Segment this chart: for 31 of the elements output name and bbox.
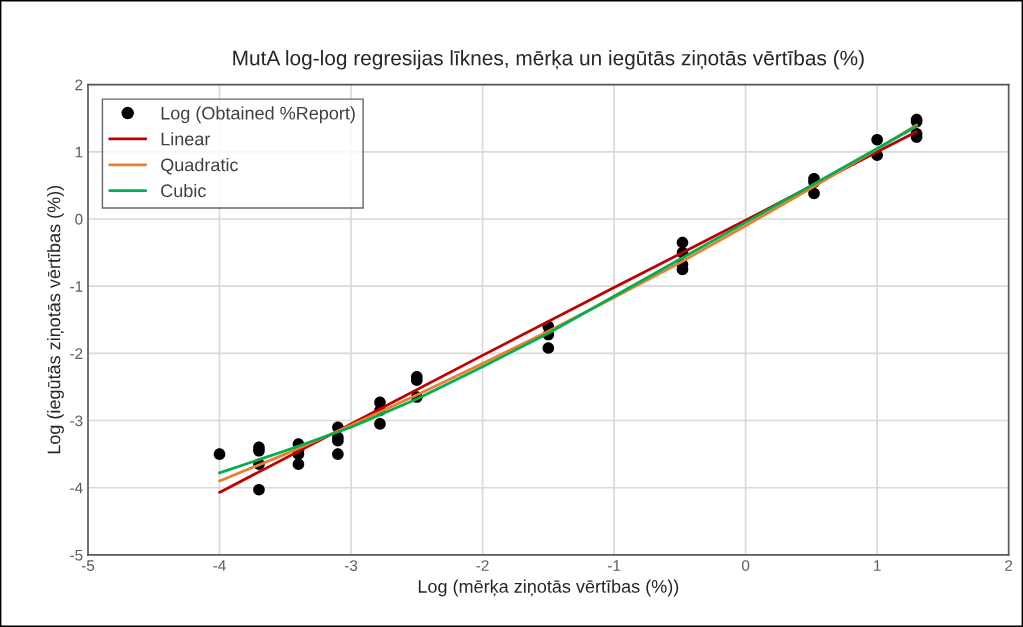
point — [542, 342, 555, 354]
x-tick-label: 0 — [741, 560, 750, 571]
y-tick-label: 0 — [75, 213, 83, 225]
x-tick-label: -2 — [476, 560, 489, 571]
y-tick-label: 2 — [75, 79, 83, 91]
legend-label: Log (Obtained %Report) — [161, 106, 355, 124]
x-tick-label: -1 — [607, 560, 621, 571]
y-tick-label: -4 — [70, 482, 83, 494]
x-tick-label: 1 — [874, 560, 881, 571]
point — [871, 133, 883, 146]
x-tick-label: -4 — [213, 560, 226, 571]
x-tick-label: 2 — [1005, 560, 1013, 571]
point — [374, 418, 386, 430]
y-axis-title: Log (iegūtās ziņotās vērtības (%)) — [47, 185, 64, 454]
legend-label: Linear — [161, 132, 211, 146]
legend-label: Cubic — [161, 183, 206, 198]
x-axis-title: Log (mērķa ziņotās vērtības (%)) — [418, 579, 679, 597]
point — [292, 458, 305, 471]
point — [332, 448, 344, 460]
y-tick-label: -1 — [70, 281, 83, 292]
point — [253, 483, 265, 496]
point — [213, 448, 226, 460]
chart-title: MutA log-log regresijas līknes, mērķa un iegūtās ziņotās vērtības (%) — [233, 50, 864, 70]
legend-label: Quadratic — [161, 158, 238, 175]
y-tick-label: 1 — [75, 146, 83, 158]
y-tick-label: -2 — [70, 348, 83, 359]
y-tick-label: -3 — [70, 415, 83, 427]
y-tick-label: -5 — [70, 549, 83, 561]
point — [676, 236, 689, 249]
x-tick-label: -3 — [344, 560, 358, 571]
point — [808, 187, 820, 200]
